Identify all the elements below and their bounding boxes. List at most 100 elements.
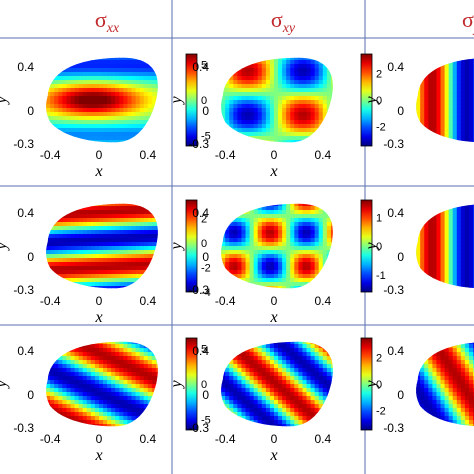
heatmap-cell	[302, 258, 308, 263]
heatmap-cell	[229, 116, 234, 121]
heatmap-cell	[119, 341, 124, 345]
heatmap-cell	[265, 210, 271, 215]
heatmap-cell	[135, 364, 141, 369]
heatmap-cell	[249, 364, 255, 369]
heatmap-cell	[298, 270, 304, 275]
heatmap-cell	[151, 380, 157, 385]
heatmap-cell	[38, 104, 43, 109]
heatmap-cell	[123, 210, 129, 215]
heatmap-cell	[70, 218, 76, 223]
y-tick-label: 0.4	[387, 60, 404, 74]
heatmap-cell	[440, 80, 446, 85]
heatmap-cell	[221, 57, 226, 61]
heatmap-cell	[62, 412, 68, 417]
heatmap-cell	[249, 57, 255, 61]
heatmap-cell	[298, 226, 304, 231]
heatmap-cell	[70, 128, 76, 133]
heatmap-cell	[440, 278, 446, 283]
heatmap-cell	[261, 76, 267, 81]
heatmap-cell	[66, 380, 72, 385]
heatmap-cell	[143, 266, 149, 271]
heatmap-cell	[155, 250, 158, 255]
heatmap-cell	[221, 72, 222, 77]
heatmap-cell	[115, 286, 120, 289]
heatmap-cell	[50, 226, 55, 231]
heatmap-cell	[436, 104, 442, 109]
x-axis-label: x	[94, 447, 102, 464]
heatmap-cell	[286, 203, 291, 207]
heatmap-cell	[66, 348, 72, 353]
heatmap-cell	[286, 136, 291, 141]
heatmap-cell	[416, 128, 421, 133]
heatmap-cell	[469, 222, 474, 227]
heatmap-cell	[257, 258, 263, 263]
heatmap-cell	[143, 104, 149, 109]
heatmap-cell	[290, 80, 295, 85]
heatmap-cell	[436, 278, 442, 283]
heatmap-cell	[46, 341, 47, 345]
heatmap-cell	[131, 424, 137, 427]
heatmap-cell	[103, 116, 108, 121]
heatmap-cell	[155, 100, 158, 105]
heatmap-cell	[456, 210, 462, 215]
heatmap-cell	[257, 64, 263, 69]
heatmap-cell	[416, 92, 417, 97]
heatmap-cell	[62, 372, 68, 377]
heatmap-cell	[221, 404, 226, 409]
heatmap-cell	[249, 88, 255, 93]
heatmap-cell	[74, 274, 80, 279]
heatmap-cell	[151, 400, 157, 405]
heatmap-cell	[456, 286, 462, 289]
heatmap-cell	[322, 132, 328, 137]
heatmap-cell	[86, 214, 92, 219]
heatmap-cell	[245, 206, 251, 211]
heatmap-cell	[306, 226, 312, 231]
heatmap-cell	[274, 80, 279, 85]
heatmap-cell	[221, 226, 222, 231]
heatmap-cell	[448, 57, 454, 61]
heatmap-cell	[416, 266, 421, 271]
colorbar-tick-label: -2	[376, 121, 386, 133]
heatmap-cell	[135, 226, 141, 231]
heatmap-cell	[237, 348, 243, 353]
heatmap-cell	[147, 262, 153, 267]
heatmap-cell	[424, 246, 429, 251]
heatmap-cell	[70, 392, 76, 397]
heatmap-cell	[253, 416, 259, 421]
heatmap-cell	[233, 120, 238, 125]
heatmap-cell	[62, 60, 68, 65]
heatmap-cell	[54, 360, 59, 365]
heatmap-cell	[440, 266, 446, 271]
heatmap-cell	[424, 140, 429, 143]
heatmap-cell	[78, 286, 84, 289]
heatmap-cell	[221, 344, 226, 349]
heatmap-cell	[432, 270, 438, 275]
heatmap-cell	[249, 222, 255, 227]
heatmap-cell	[66, 112, 72, 117]
heatmap-cell	[286, 68, 291, 73]
heatmap-cell	[70, 72, 76, 77]
heatmap-cell	[38, 238, 43, 243]
heatmap-cell	[225, 92, 230, 97]
heatmap-cell	[225, 72, 230, 77]
heatmap-cell	[229, 254, 234, 259]
heatmap-cell	[74, 72, 80, 77]
heatmap-cell	[456, 108, 462, 113]
heatmap-cell	[294, 120, 299, 125]
heatmap-cell	[330, 203, 333, 207]
heatmap-cell	[436, 88, 442, 93]
heatmap-cell	[408, 286, 413, 291]
x-tick-label: 0	[96, 148, 103, 162]
heatmap-cell	[119, 278, 124, 283]
heatmap-cell	[46, 218, 47, 223]
x-axis-label: x	[94, 163, 102, 180]
heatmap-cell	[225, 234, 230, 239]
heatmap-cell	[294, 206, 299, 211]
heatmap-cell	[229, 112, 234, 117]
heatmap-cell	[221, 348, 226, 353]
heatmap-cell	[58, 404, 63, 409]
heatmap-cell	[420, 230, 425, 235]
heatmap-cell	[436, 60, 442, 65]
heatmap-cell	[408, 246, 413, 251]
heatmap-cell	[233, 222, 238, 227]
